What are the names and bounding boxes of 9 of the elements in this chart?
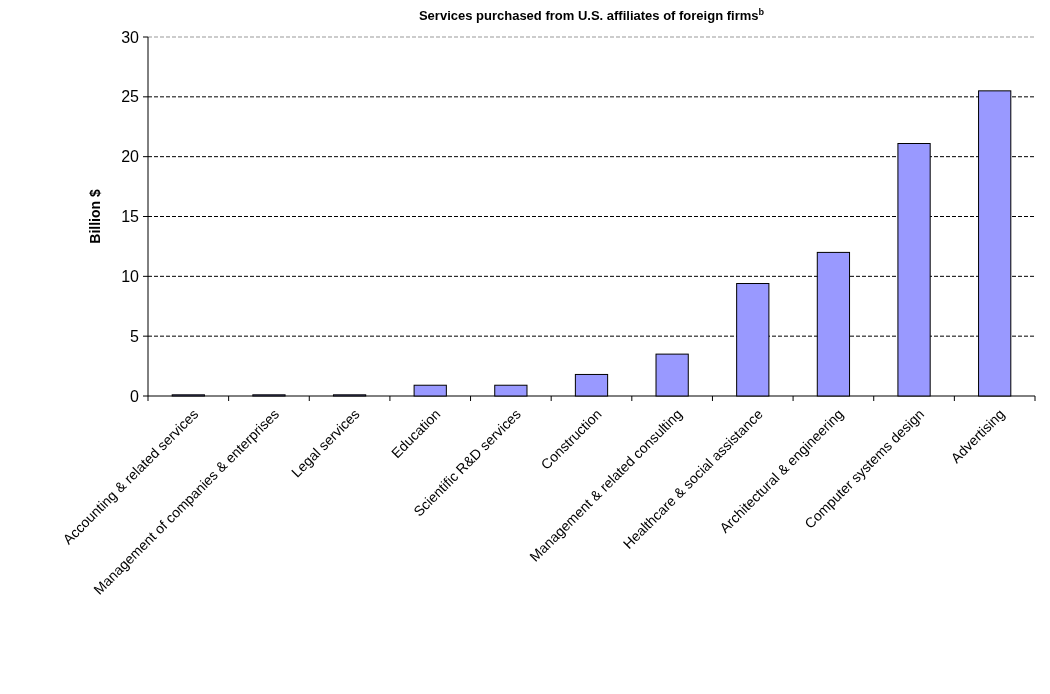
y-tick-label: 0 [130, 387, 140, 405]
y-tick-label: 25 [121, 88, 140, 106]
y-tick-label: 15 [121, 208, 140, 226]
y-tick-label: 30 [121, 28, 140, 46]
y-tick-label: 20 [121, 148, 140, 166]
y-tick-label: 10 [121, 267, 140, 285]
y-tick-label: 5 [130, 327, 140, 345]
chart-title: Services purchased from U.S. affiliates of foreign firms$^{b}$ [418, 7, 765, 23]
y-axis-title: Billion $ [87, 189, 103, 244]
